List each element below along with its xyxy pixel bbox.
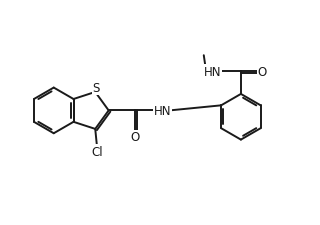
Text: HN: HN xyxy=(204,65,222,78)
Text: HN: HN xyxy=(154,104,171,117)
Text: O: O xyxy=(258,65,267,78)
Text: O: O xyxy=(130,131,139,144)
Text: Cl: Cl xyxy=(91,145,103,158)
Text: S: S xyxy=(92,82,100,94)
